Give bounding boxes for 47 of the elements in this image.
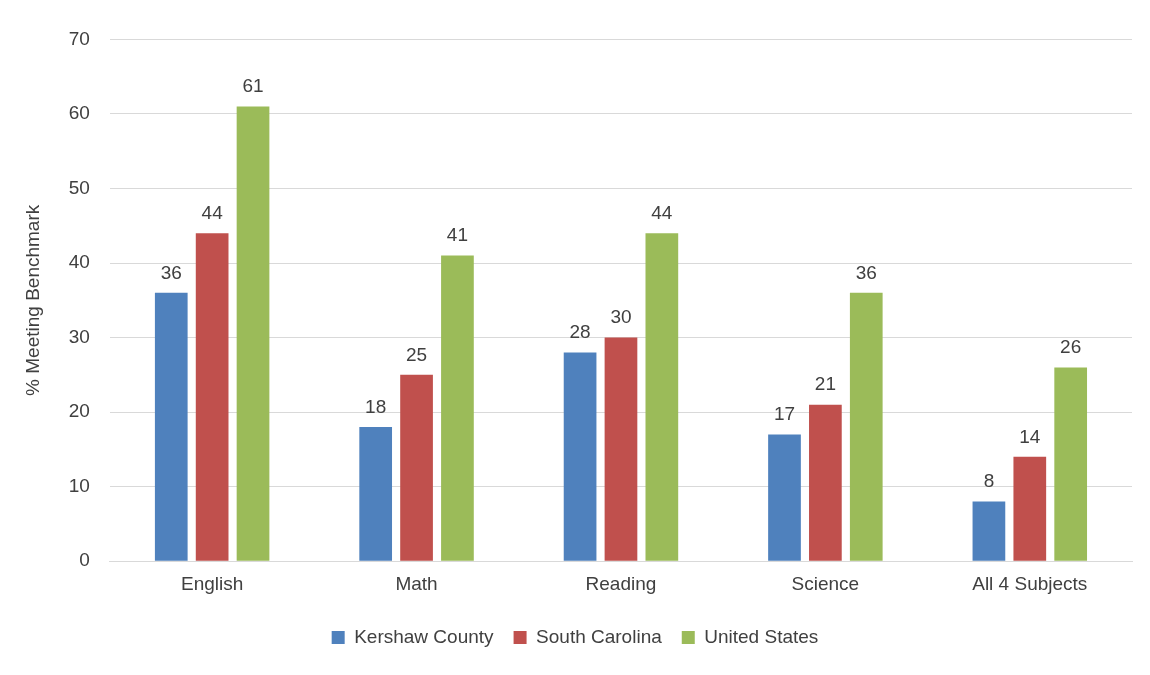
y-tick-label: 10 (68, 474, 90, 496)
x-tick-label: Reading (585, 572, 657, 594)
bar (604, 337, 638, 561)
y-tick-label: 60 (68, 102, 90, 124)
bar (809, 404, 842, 561)
x-tick-label: Science (791, 572, 860, 594)
x-tick-label: English (180, 572, 244, 594)
y-tick-label: 40 (68, 251, 90, 273)
bar (195, 233, 229, 561)
data-label: 44 (651, 201, 673, 223)
bar (359, 427, 393, 561)
data-label: 28 (569, 321, 591, 343)
legend-label: United States (704, 625, 819, 647)
legend-label: Kershaw County (354, 625, 495, 647)
y-tick-label: 0 (79, 549, 90, 571)
data-label: 8 (983, 470, 995, 492)
data-label: 36 (160, 261, 182, 283)
data-label: 44 (201, 201, 224, 223)
y-tick-label: 50 (68, 176, 90, 198)
data-label: 25 (405, 343, 428, 365)
data-label: 36 (855, 261, 877, 283)
data-label: 26 (1060, 336, 1082, 358)
x-tick-label: Math (395, 572, 438, 594)
bar (1013, 456, 1047, 561)
legend-label: South Carolina (536, 625, 663, 647)
bar (645, 233, 679, 561)
data-label: 41 (446, 224, 469, 246)
data-label: 17 (773, 403, 796, 425)
bar (1054, 367, 1088, 561)
bar (236, 106, 270, 561)
y-axis-title: % Meeting Benchmark (21, 204, 43, 396)
bar (849, 292, 883, 561)
x-tick-label: All 4 Subjects (972, 572, 1088, 594)
y-tick-label: 30 (68, 325, 90, 347)
data-label: 30 (610, 306, 632, 328)
data-label: 21 (814, 373, 836, 395)
bar (972, 501, 1006, 561)
data-label: 18 (365, 395, 387, 417)
bar (768, 434, 801, 561)
data-label: 61 (242, 75, 264, 97)
bar (563, 352, 597, 561)
y-tick-label: 70 (68, 27, 90, 49)
bar (441, 255, 474, 561)
bar (400, 374, 433, 561)
data-label: 14 (1019, 425, 1041, 447)
bar (154, 292, 188, 561)
y-tick-label: 20 (68, 400, 90, 422)
